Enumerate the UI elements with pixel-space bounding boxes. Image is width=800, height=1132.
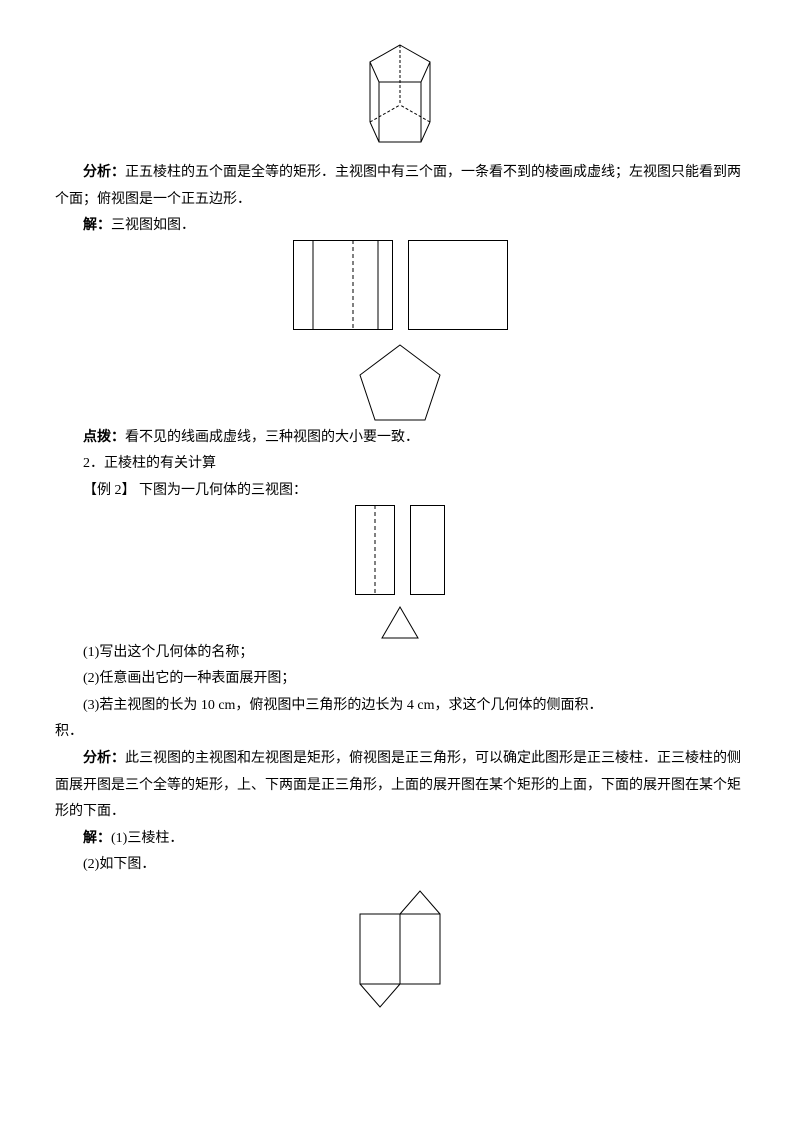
three-views-2-top-row — [355, 505, 445, 595]
front-view-2 — [355, 505, 395, 595]
analysis-1-text: 正五棱柱的五个面是全等的矩形．主视图中有三个面，一条看不到的棱画成虚线；左视图只… — [55, 165, 741, 207]
solution-2: 解：(1)三棱柱． — [55, 826, 745, 853]
solution-1: 解：三视图如图． — [55, 213, 745, 240]
analysis-1-label: 分析： — [83, 165, 125, 180]
tip: 点拨：看不见的线画成虚线，三种视图的大小要一致． — [55, 425, 745, 452]
document-content: 分析：正五棱柱的五个面是全等的矩形．主视图中有三个面，一条看不到的棱画成虚线；左… — [55, 40, 745, 1009]
tip-text: 看不见的线画成虚线，三种视图的大小要一致． — [125, 430, 419, 445]
analysis-2-label: 分析： — [83, 751, 125, 766]
top-view-pentagon — [355, 340, 445, 425]
solution-2-2: (2)如下图． — [55, 852, 745, 879]
analysis-1: 分析：正五棱柱的五个面是全等的矩形．主视图中有三个面，一条看不到的棱画成虚线；左… — [55, 160, 745, 213]
figure-unfold — [55, 889, 745, 1009]
solution-1-label: 解： — [83, 218, 111, 233]
example-2: 【例 2】 下图为一几何体的三视图： — [55, 478, 745, 505]
side-view-1 — [408, 240, 508, 330]
figure-three-views-1 — [55, 240, 745, 425]
top-view-triangle — [380, 605, 420, 640]
lateral-area-continuation: 积． — [55, 719, 745, 746]
tip-label: 点拨： — [83, 430, 125, 445]
figure-pentagonal-prism — [55, 40, 745, 150]
pentagonal-prism-svg — [355, 40, 445, 150]
solution-2-label: 解： — [83, 831, 111, 846]
solution-2-1: (1)三棱柱． — [111, 831, 183, 846]
question-3: (3)若主视图的长为 10 cm，俯视图中三角形的边长为 4 cm，求这个几何体… — [55, 693, 745, 720]
side-view-2 — [410, 505, 445, 595]
unfold-svg — [345, 889, 455, 1009]
solution-1-text: 三视图如图． — [111, 218, 195, 233]
figure-three-views-2 — [55, 505, 745, 640]
analysis-2: 分析：此三视图的主视图和左视图是矩形，俯视图是正三角形，可以确定此图形是正三棱柱… — [55, 746, 745, 826]
question-1: (1)写出这个几何体的名称； — [55, 640, 745, 667]
three-views-1-top-row — [293, 240, 508, 330]
item-2: 2．正棱柱的有关计算 — [55, 451, 745, 478]
question-2: (2)任意画出它的一种表面展开图； — [55, 666, 745, 693]
analysis-2-text: 此三视图的主视图和左视图是矩形，俯视图是正三角形，可以确定此图形是正三棱柱．正三… — [55, 751, 741, 819]
front-view-1 — [293, 240, 393, 330]
